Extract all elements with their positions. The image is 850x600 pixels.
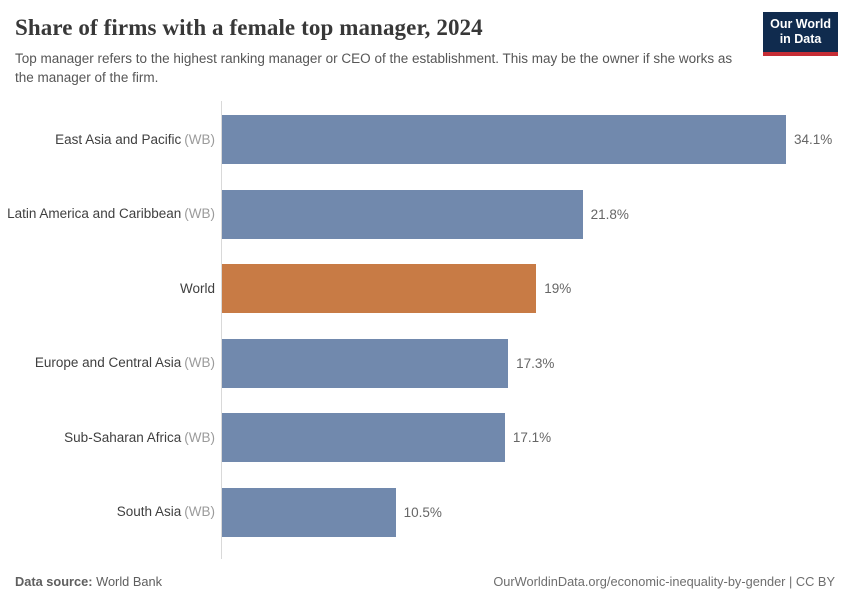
bar-row: World 19%: [0, 252, 850, 327]
data-source: Data source: World Bank: [15, 574, 162, 589]
bar-row: South Asia (WB) 10.5%: [0, 475, 850, 550]
category-label-text: World: [179, 280, 215, 296]
value-label: 34.1%: [794, 132, 833, 148]
bar-track: 21.8%: [222, 189, 850, 239]
chart-header: Share of firms with a female top manager…: [0, 0, 850, 88]
page-subtitle: Top manager refers to the highest rankin…: [15, 50, 733, 86]
footer-url[interactable]: OurWorldinData.org/economic-inequality-b…: [493, 574, 835, 589]
entity-suffix: (WB): [184, 131, 215, 147]
bar-track: 17.1%: [222, 413, 850, 463]
data-source-value: World Bank: [96, 574, 163, 589]
owid-logo-line1: Our World: [770, 17, 831, 31]
value-label: 19%: [544, 281, 572, 297]
bar-track: 19%: [222, 264, 850, 314]
page-title: Share of firms with a female top manager…: [15, 15, 483, 40]
y-axis-line: [221, 100, 222, 559]
bar-row: Latin America and Caribbean (WB) 21.8%: [0, 177, 850, 252]
category-label-text: Sub-Saharan Africa: [64, 429, 182, 445]
bar[interactable]: [222, 189, 583, 239]
entity-suffix: (WB): [184, 206, 215, 222]
bar-row: Sub-Saharan Africa (WB) 17.1%: [0, 401, 850, 476]
category-label: Europe and Central Asia (WB): [0, 355, 221, 371]
bar-row: East Asia and Pacific (WB) 34.1%: [0, 103, 850, 178]
bar[interactable]: [222, 338, 509, 388]
owid-logo[interactable]: Our World in Data: [763, 12, 838, 56]
category-label: Sub-Saharan Africa (WB): [0, 430, 221, 446]
value-label: 17.1%: [512, 430, 552, 446]
category-label: World: [0, 281, 221, 297]
bar-chart: East Asia and Pacific (WB) 34.1% Latin Am…: [0, 100, 850, 559]
entity-suffix: (WB): [184, 429, 215, 445]
bar[interactable]: [222, 487, 396, 537]
owid-logo-line2: in Data: [779, 32, 822, 47]
value-label: 10.5%: [403, 504, 442, 520]
category-label: South Asia (WB): [0, 504, 221, 520]
bar[interactable]: [222, 115, 786, 165]
bar-track: 10.5%: [222, 487, 850, 537]
category-label-text: East Asia and Pacific: [55, 131, 182, 147]
bar-track: 34.1%: [222, 115, 850, 165]
chart-footer: Data source: World Bank OurWorldinData.o…: [15, 574, 835, 589]
bar-row: Europe and Central Asia (WB) 17.3%: [0, 326, 850, 401]
entity-suffix: (WB): [184, 504, 215, 520]
value-label: 17.3%: [516, 355, 555, 371]
data-source-label: Data source:: [15, 574, 93, 589]
entity-suffix: (WB): [184, 355, 215, 371]
category-label: East Asia and Pacific (WB): [0, 132, 221, 148]
category-label-text: Europe and Central Asia: [34, 355, 182, 371]
bar-track: 17.3%: [222, 338, 850, 388]
category-label-text: Latin America and Caribbean: [7, 206, 182, 222]
value-label: 21.8%: [590, 206, 629, 222]
bar[interactable]: [222, 413, 505, 463]
category-label-text: South Asia: [116, 504, 182, 520]
category-label: Latin America and Caribbean (WB): [0, 206, 221, 222]
bar-highlighted[interactable]: [222, 264, 537, 314]
